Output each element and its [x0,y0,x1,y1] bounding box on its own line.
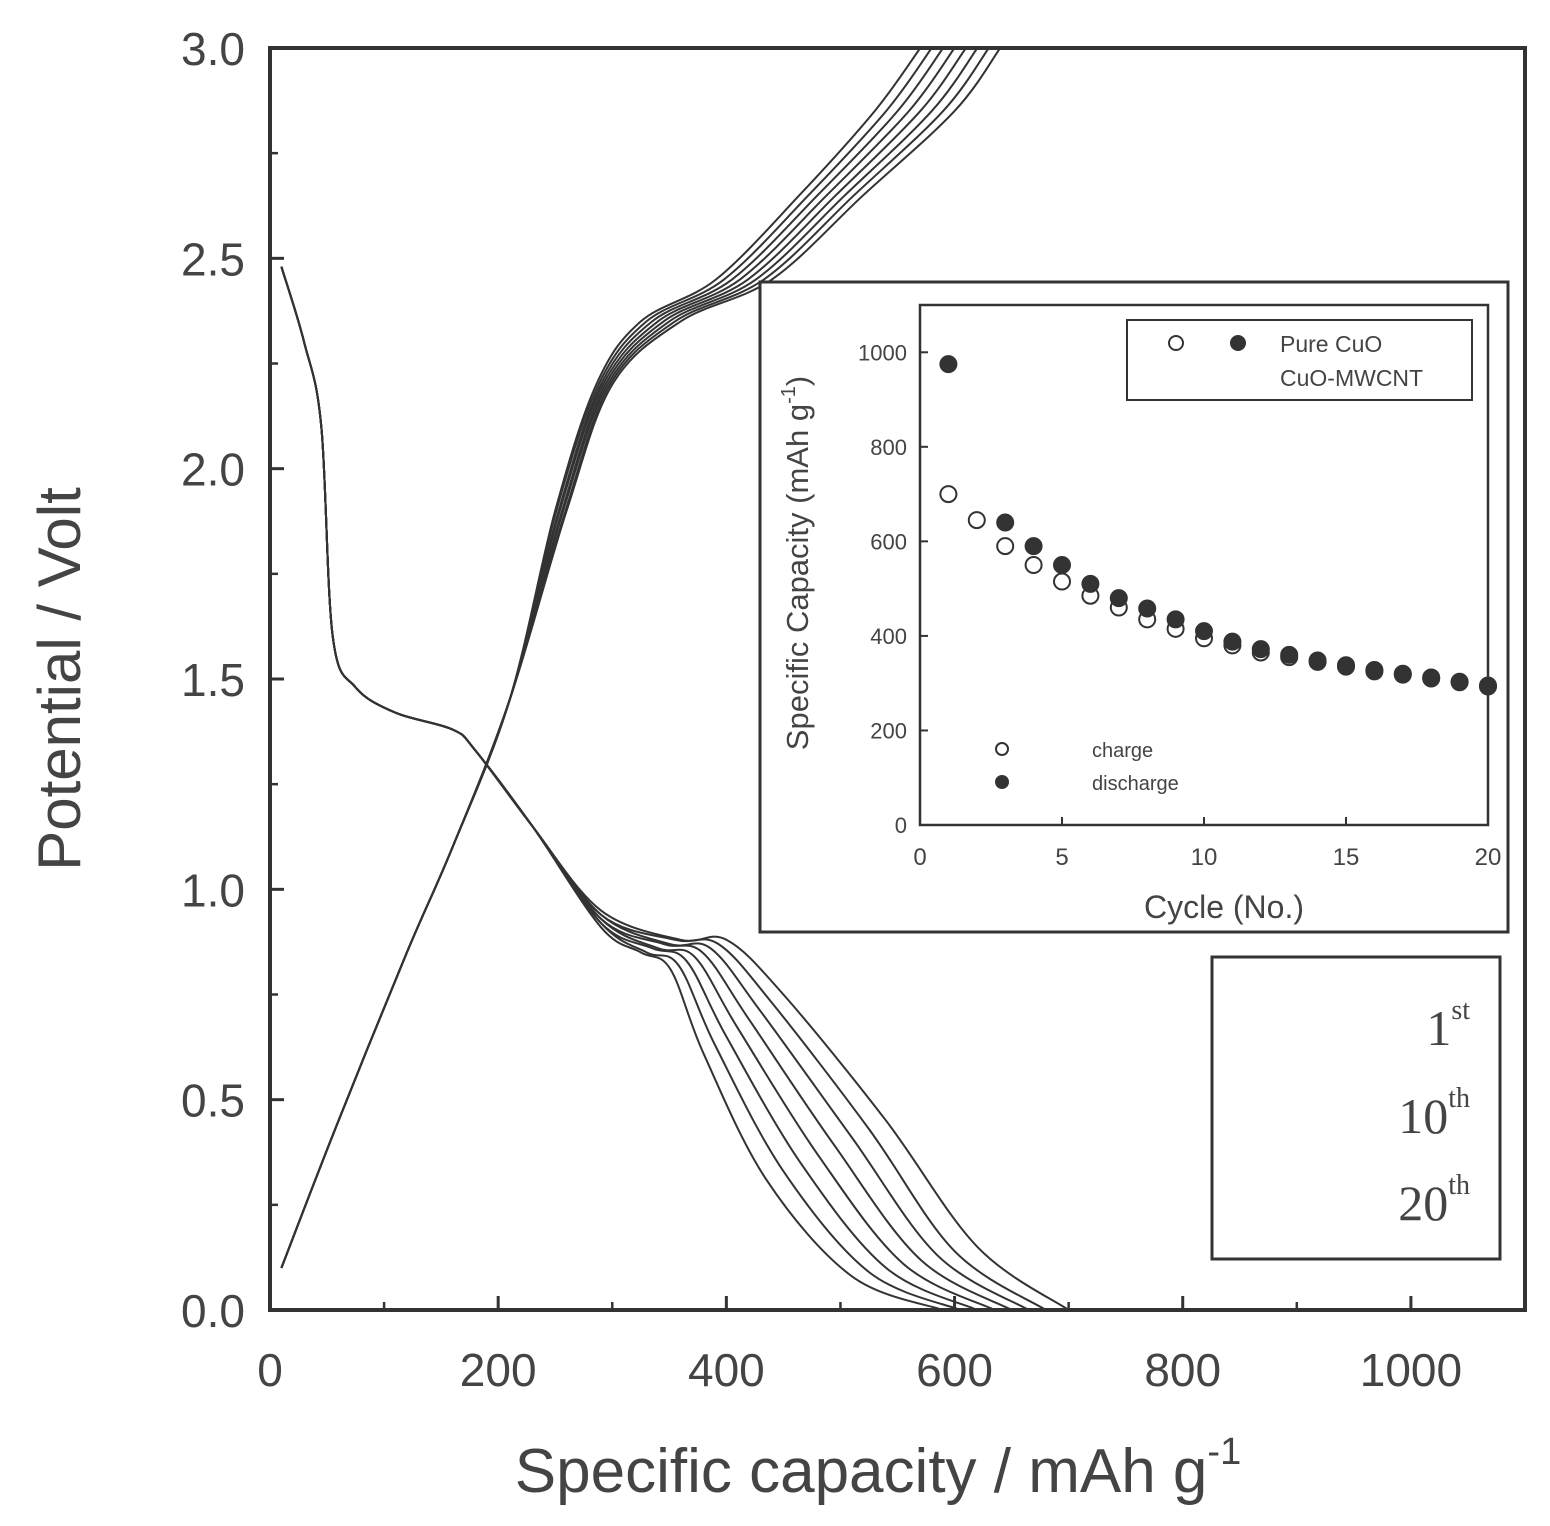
cycle-label-number: 10 [1398,1088,1448,1144]
cycle-label-box [1210,955,1502,1261]
discharge-point [1024,537,1043,556]
inset-x-tick-label: 20 [1475,844,1502,871]
y-tick-label: 0.5 [181,1075,245,1127]
discharge-point [1280,645,1299,664]
inset-x-tick-label: 0 [913,844,926,871]
inset-x-tick-label: 5 [1055,844,1068,871]
charge-point [1053,572,1071,591]
discharge-point [1223,632,1242,651]
inset-y-title-close: ) [780,376,815,386]
cycle-label-number: 1 [1426,1000,1451,1056]
charge-point [996,537,1015,556]
inset-y-tick-label: 400 [870,624,907,649]
charge-curve-8 [280,47,922,1269]
inset-y-tick-label: 1000 [858,340,907,365]
discharge-point [1450,672,1469,691]
inset-legend-bottom: charge discharge [995,740,1179,795]
discharge-point [1081,574,1100,593]
discharge-legend-marker [995,775,1009,789]
charge-point [967,511,986,530]
discharge-point [1053,556,1071,574]
discharge-point [1109,589,1128,608]
y-tick-label: 1.5 [181,654,245,706]
x-tick-label: 400 [688,1344,765,1396]
discharge-point [1337,656,1355,675]
y-tick-label: 2.0 [181,444,245,496]
y-tick-label: 0.0 [181,1285,245,1337]
charge-legend-label: charge [1092,740,1153,762]
discharge-legend-label: discharge [1092,773,1179,795]
discharge-point [1195,622,1213,641]
y-axis-title: Potential / Volt [26,487,93,871]
discharge-point [1251,640,1270,659]
inset-y-tick-label: 800 [870,435,907,460]
inset-y-tick-label: 0 [895,813,907,838]
x-axis-title: Specific capacity / mAh g-1 [515,1431,1241,1506]
cycle-label-1: 1st [1426,995,1470,1056]
inset-y-title-sup: -1 [778,386,800,404]
y-tick-label: 1.0 [181,864,245,916]
charge-point [1024,556,1043,574]
charge-point [939,485,958,504]
inset-y-title-main: Specific Capacity (mAh g [780,404,815,750]
discharge-point [1166,610,1185,629]
inset-x-tick-label: 15 [1333,844,1360,871]
charge-legend-marker [995,742,1009,756]
x-tick-label: 1000 [1360,1344,1462,1396]
x-axis-title-main: Specific capacity / mAh g [515,1437,1208,1506]
inset-points [939,355,1497,696]
x-tick-label: 0 [257,1344,283,1396]
legend-filled-marker [1230,335,1246,351]
discharge-point [1393,664,1412,683]
inset-y-tick-label: 600 [870,529,907,554]
discharge-point [1138,599,1157,618]
discharge-point [996,513,1015,532]
inset-y-axis-title: Specific Capacity (mAh g-1) [778,376,815,750]
legend-cuo-mwcnt-label: CuO-MWCNT [1280,365,1423,391]
cycle-label-suffix: th [1448,1170,1470,1201]
inset-legend-box [1126,319,1473,401]
inset-y-tick-label: 200 [870,718,907,743]
x-tick-label: 800 [1144,1344,1221,1396]
cycle-label-suffix: th [1448,1083,1470,1114]
cycle-label-number: 20 [1398,1175,1448,1231]
cycle-label-10: 10th [1398,1083,1470,1144]
inset-x-tick-label: 10 [1191,844,1218,871]
discharge-curve-8 [280,266,944,1311]
legend-pure-cuo-label: Pure CuO [1280,331,1382,357]
x-tick-label: 200 [460,1344,537,1396]
discharge-point [939,355,958,374]
y-tick-label: 3.0 [181,23,245,75]
inset-x-axis-title: Cycle (No.) [1144,889,1304,925]
main-curves [280,47,1070,1311]
legend-open-marker [1168,335,1184,351]
x-axis-title-sup: -1 [1207,1431,1241,1473]
discharge-point [1308,651,1327,670]
y-tick-label: 2.5 [181,233,245,285]
discharge-point [1422,668,1441,687]
discharge-point [1365,660,1384,679]
cycle-label-suffix: st [1451,995,1470,1026]
discharge-point [1479,677,1497,696]
x-tick-label: 600 [916,1344,993,1396]
cycle-label-20: 20th [1398,1170,1470,1231]
